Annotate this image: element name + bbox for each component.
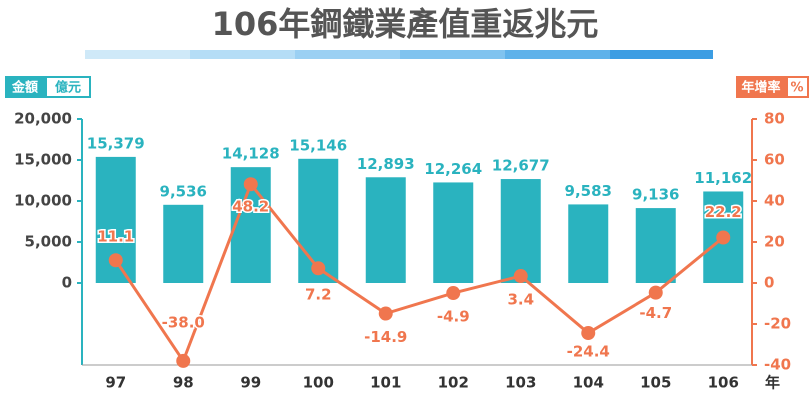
- line-point: [581, 326, 596, 341]
- line-point: [176, 353, 191, 368]
- title-underline: [85, 50, 713, 59]
- y2-axis-unit: %: [790, 81, 803, 96]
- y-label-box: [5, 76, 45, 98]
- line: [114, 181, 725, 365]
- line-value-label: 48.2: [232, 198, 269, 216]
- bar-value-label: 14,128: [222, 145, 280, 163]
- x-tick-label: 98: [173, 374, 194, 392]
- y2-tick-label: -20: [764, 315, 791, 333]
- line-value-label: 7.2: [305, 286, 332, 304]
- y-axis-label: 金額: [11, 80, 38, 96]
- y-tick-label: 0: [62, 274, 72, 292]
- bar-value-label: 12,893: [357, 155, 415, 173]
- line-value-label: 3.4: [507, 291, 534, 309]
- line-point: [648, 285, 663, 300]
- bar: [365, 177, 406, 283]
- bar-value-label: 9,583: [565, 182, 612, 200]
- y2-label-box: [736, 76, 786, 98]
- x-tick-label: 104: [573, 374, 604, 392]
- line-point: [108, 253, 123, 268]
- y2-tick-label: 80: [764, 110, 785, 128]
- x-tick-label: 102: [438, 374, 469, 392]
- bar-value-label: 12,264: [424, 160, 482, 178]
- line-point: [513, 269, 528, 284]
- bar-value-label: 12,677: [492, 157, 550, 175]
- bar: [635, 208, 676, 283]
- y-unit-box: [45, 76, 91, 98]
- bar: [163, 204, 204, 283]
- y-tick-label: 5,000: [25, 233, 72, 251]
- bar-value-label: 11,162: [694, 169, 752, 187]
- line-value-label: -4.7: [639, 304, 672, 322]
- x-tick-label: 100: [303, 374, 334, 392]
- x-tick-label: 99: [240, 374, 261, 392]
- line-value-label: -14.9: [364, 328, 407, 346]
- x-tick-label: 106: [708, 374, 739, 392]
- bar: [433, 182, 474, 283]
- y2-tick-label: 0: [764, 274, 774, 292]
- y-tick-label: 20,000: [14, 110, 72, 128]
- y2-unit-box: [786, 76, 809, 98]
- bar-value-label: 9,136: [632, 186, 679, 204]
- line-point: [243, 177, 258, 192]
- line-value-label: -38.0: [162, 313, 205, 331]
- y2-tick-label: 40: [764, 192, 785, 210]
- x-tick-label: 101: [370, 374, 401, 392]
- bar-value-label: 15,146: [289, 136, 347, 154]
- x-tick-label: 105: [640, 374, 671, 392]
- bar-value-label: 9,536: [160, 182, 207, 200]
- y2-tick-label: 20: [764, 233, 785, 251]
- x-tick-label: 97: [105, 374, 126, 392]
- line-point: [446, 286, 461, 301]
- chart-title: 106年鋼鐵業產值重返兆元: [212, 5, 599, 43]
- bar: [500, 179, 541, 283]
- y2-axis-label: 年增率: [741, 80, 780, 96]
- y-tick-label: 10,000: [14, 192, 72, 210]
- y2-tick-label: -40: [764, 356, 791, 374]
- x-axis-unit: 年: [765, 374, 780, 392]
- bar: [568, 204, 609, 283]
- line-point: [378, 306, 393, 321]
- line-point: [311, 261, 326, 276]
- line-value-label: -24.4: [567, 343, 610, 361]
- line-point: [716, 230, 731, 245]
- y-axis-unit: 億元: [55, 80, 81, 96]
- bar-value-label: 15,379: [87, 134, 145, 152]
- line-value-label: 11.1: [97, 228, 134, 246]
- y2-tick-label: 60: [764, 151, 785, 169]
- y-tick-label: 15,000: [14, 151, 72, 169]
- line-value-label: 22.2: [705, 203, 742, 221]
- x-tick-label: 103: [505, 374, 536, 392]
- line-value-label: -4.9: [437, 308, 470, 326]
